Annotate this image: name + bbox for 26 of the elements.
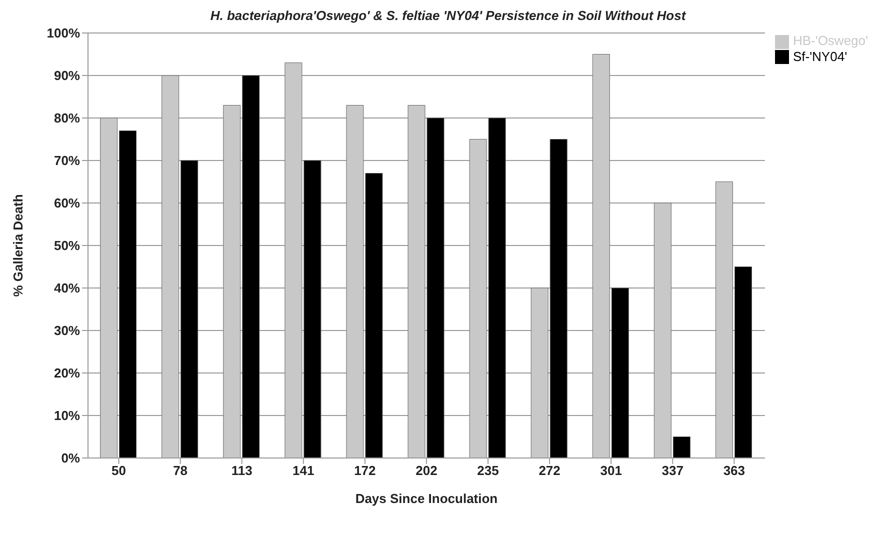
x-tick-label: 172 [354, 463, 376, 478]
y-tick-label: 90% [54, 68, 80, 84]
y-tick-label: 10% [54, 408, 80, 424]
x-tick-label: 202 [416, 463, 438, 478]
legend-label: Sf-'NY04' [792, 48, 848, 64]
x-tick-label: 301 [600, 463, 622, 478]
y-tick-label: 60% [54, 196, 80, 211]
y-tick-label: 50% [54, 238, 80, 254]
x-tick-label: 141 [292, 463, 314, 478]
y-tick-label: 30% [54, 323, 80, 338]
y-axis-title: % Galleria Death [10, 194, 26, 297]
x-tick-label: 113 [231, 463, 252, 478]
y-tick-label: 80% [54, 110, 80, 126]
y-tick-label: 70% [54, 153, 80, 168]
x-tick-label: 363 [723, 463, 746, 478]
x-tick-label: 337 [662, 463, 684, 478]
y-tick-label: 0% [61, 450, 80, 466]
y-tick-label: 20% [54, 366, 80, 381]
x-tick-label: 50 [112, 463, 126, 478]
y-tick-label: 100% [46, 26, 80, 41]
x-axis-title: Days Since Inoculation [355, 491, 498, 506]
chart-title: H. bacteriaphora'Oswego' & S. feltiae 'NY04' Persistence in Soil Without Host [209, 8, 688, 23]
x-tick-label: 78 [173, 463, 188, 478]
x-tick-label: 272 [538, 463, 560, 478]
y-tick-label: 40% [54, 280, 80, 296]
x-tick-label: 235 [477, 463, 499, 478]
